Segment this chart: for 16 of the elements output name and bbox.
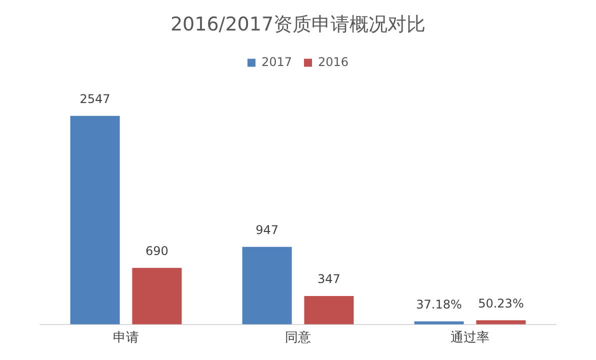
- data-label: 347: [318, 272, 340, 286]
- data-label: 947: [256, 222, 278, 237]
- legend-label: 2017: [261, 54, 292, 69]
- data-label: 37.18%: [416, 297, 462, 312]
- bar: [70, 116, 120, 324]
- bar: [304, 296, 354, 324]
- chart-title: 2016/2017资质申请概况对比: [170, 13, 426, 36]
- x-tick-label: 申请: [113, 330, 139, 346]
- data-label: 2547: [80, 92, 110, 106]
- bar: [242, 246, 292, 324]
- legend-label: 2016: [318, 54, 349, 69]
- data-label: 690: [146, 244, 168, 258]
- x-tick-label: 同意: [285, 330, 311, 346]
- x-tick-label: 通过率: [450, 330, 490, 346]
- data-label: 50.23%: [478, 296, 524, 310]
- bar: [132, 268, 182, 324]
